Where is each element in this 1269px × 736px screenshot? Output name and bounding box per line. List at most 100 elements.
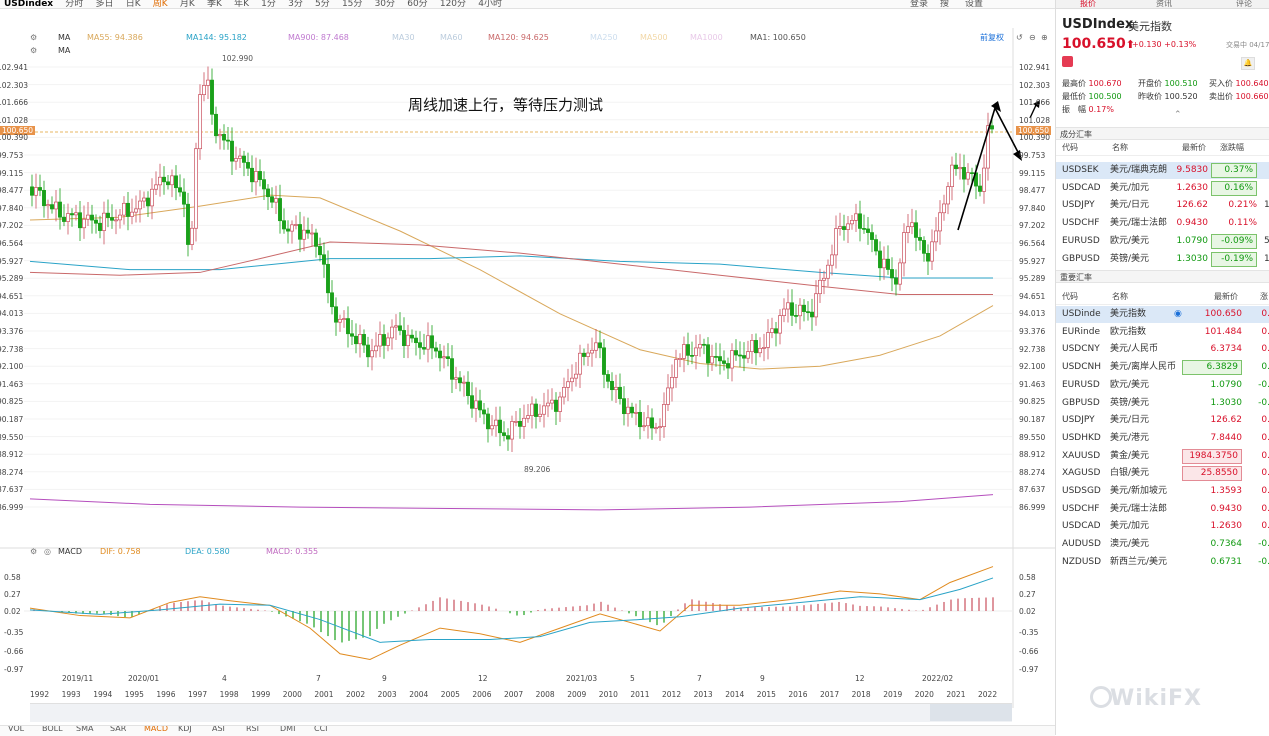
table-row[interactable]: USDCHF 美元/瑞士法郎 0.9430 0. (1056, 501, 1269, 518)
price-tick-left: 93.376 (0, 327, 24, 336)
table-row[interactable]: EURUSD 欧元/美元 1.0790-0.09% 5 (1056, 233, 1269, 250)
toolbar-period-120m[interactable]: 120分 (439, 0, 467, 9)
candle-body (46, 204, 50, 207)
toolbar-symbol[interactable]: USDindex (4, 0, 54, 9)
table-row[interactable]: XAGUSD 白银/美元 25.8550 0. (1056, 465, 1269, 482)
table-row[interactable]: USDCAD 美元/加元 1.2630 0. (1056, 518, 1269, 535)
price-tick-left: 99.115 (0, 168, 24, 178)
macd-label[interactable]: MACD (58, 547, 82, 556)
toolbar-period-1m[interactable]: 1分 (261, 0, 276, 9)
adjust-rights-button[interactable]: 前复权 (980, 33, 1004, 42)
indicator-tab-rsi[interactable]: RSI (246, 725, 259, 733)
table-row[interactable]: AUDUSD 澳元/美元 0.7364 -0. (1056, 536, 1269, 553)
eye-icon[interactable]: ◎ (44, 547, 51, 556)
toolbar-settings[interactable]: 设置 (965, 0, 984, 9)
toolbar-period-week[interactable]: 周K (152, 0, 168, 9)
tab-quote[interactable]: 报价 (1080, 0, 1096, 8)
indicator-tab-asi[interactable]: ASI (212, 725, 225, 733)
candle-body (226, 139, 230, 142)
candle-body (90, 214, 94, 221)
gear-icon[interactable]: ⚙ (30, 547, 38, 556)
table-row[interactable]: USDJPY 美元/日元 126.62 0.21% 1 (1056, 197, 1269, 214)
table-row[interactable]: USDCNY 美元/人民币 6.3734 0. (1056, 341, 1269, 358)
toolbar-period-5m[interactable]: 5分 (315, 0, 330, 9)
table-row[interactable]: USDCAD 美元/加元 1.2630 0.16% (1056, 180, 1269, 197)
indicator-tab-sma[interactable]: SMA (76, 725, 94, 733)
range-scrollbar-handle[interactable] (930, 704, 1012, 721)
date-label: 12 (478, 674, 488, 683)
table-row[interactable]: USDCHF 美元/瑞士法郎 0.9430 0.11% (1056, 215, 1269, 232)
gear-icon[interactable]: ⚙ (30, 33, 38, 42)
candle-body (738, 354, 742, 357)
eye-icon[interactable]: ◉ (1174, 309, 1182, 319)
table-row[interactable]: EURUSD 欧元/美元 1.0790 -0. (1056, 377, 1269, 394)
table-row[interactable]: GBPUSD 英镑/美元 1.3030-0.19% 1 (1056, 251, 1269, 268)
candle-body (42, 190, 46, 207)
table-row[interactable]: XAUUSD 黄金/美元 1984.3750 0. (1056, 448, 1269, 465)
col-change[interactable]: 涨 (1260, 292, 1268, 301)
tab-news[interactable]: 资讯 (1156, 0, 1172, 8)
toolbar-period-30m[interactable]: 30分 (374, 0, 396, 9)
toolbar-period-quarter[interactable]: 季K (206, 0, 222, 9)
price-tick-left: 92.100 (0, 362, 24, 372)
toolbar-period-day[interactable]: 日K (125, 0, 141, 9)
ma-label-2[interactable]: MA (58, 46, 71, 55)
candle-body (418, 342, 422, 348)
candle-body (138, 200, 142, 210)
tab-comments[interactable]: 评论 (1236, 0, 1252, 8)
toolbar-period-3m[interactable]: 3分 (288, 0, 303, 9)
table-row[interactable]: GBPUSD 英镑/美元 1.3030 -0. (1056, 395, 1269, 412)
toolbar-period-15m[interactable]: 15分 (341, 0, 363, 9)
chart-area[interactable]: ⚙ MA MA55: 94.386 MA144: 95.182 MA900: 8… (0, 8, 1055, 736)
candle-body (466, 381, 470, 397)
table-row[interactable]: USDJPY 美元/日元 126.62 0. (1056, 412, 1269, 429)
candlestick-chart[interactable] (0, 8, 1055, 735)
gear-icon[interactable]: ⚙ (30, 46, 38, 55)
indicator-tab-sar[interactable]: SAR (110, 725, 127, 733)
table-row[interactable]: NZDUSD 新西兰元/美元 0.6731 -0. (1056, 554, 1269, 571)
table-row[interactable]: USDCNH 美元/离岸人民币 6.3829 0. (1056, 359, 1269, 376)
indicator-tab-vol[interactable]: VOL (8, 725, 25, 733)
price-tick-right: 97.202 (1019, 221, 1046, 231)
chevron-up-icon[interactable]: ⌃ (1174, 110, 1182, 120)
indicator-tab-kdj[interactable]: KDJ (178, 725, 192, 733)
table-row[interactable]: USDSGD 美元/新加坡元 1.3593 0. (1056, 483, 1269, 500)
col-name[interactable]: 名称 (1112, 292, 1128, 301)
row-name: 美元/日元 (1110, 415, 1150, 426)
indicator-tab-cci[interactable]: CCI (314, 725, 328, 733)
reset-icon[interactable]: ↺ (1016, 33, 1023, 42)
indicator-tab-macd[interactable]: MACD (144, 725, 168, 733)
table-row[interactable]: USDinde 美元指数 100.650 0. ◉ (1056, 306, 1269, 323)
toolbar-period-month[interactable]: 月K (179, 0, 195, 9)
toolbar-period-60m[interactable]: 60分 (407, 0, 428, 9)
toolbar-period-year[interactable]: 年K (234, 0, 249, 9)
table-row[interactable]: USDSEK 美元/瑞典克朗 9.5830 0.37% (1056, 162, 1269, 179)
indicator-tab-dmi[interactable]: DMI (280, 725, 296, 733)
col-code[interactable]: 代码 (1062, 292, 1078, 301)
zoom-in-icon[interactable]: ⊕ (1041, 33, 1048, 42)
bell-icon[interactable]: 🔔 (1241, 57, 1255, 70)
indicator-tab-boll[interactable]: BOLL (42, 725, 63, 733)
chart-annotation: 周线加速上行，等待压力测试 (408, 96, 604, 114)
toolbar-period-timeshare[interactable]: 分时 (65, 0, 84, 9)
toolbar-period-4h[interactable]: 4小时 (478, 0, 502, 9)
date-label: 5 (630, 674, 635, 683)
ma-label[interactable]: MA (58, 33, 71, 42)
col-price[interactable]: 最新价 (1214, 292, 1238, 301)
peak-label: 102.990 (222, 54, 254, 63)
favorite-icon[interactable] (1062, 56, 1073, 67)
col-price[interactable]: 最新价 (1182, 143, 1206, 152)
col-code[interactable]: 代码 (1062, 143, 1078, 152)
toolbar-search[interactable]: 搜 (940, 0, 950, 9)
date-label: 12 (855, 674, 865, 683)
col-name[interactable]: 名称 (1112, 143, 1128, 152)
ma120-value: MA120: 94.625 (488, 33, 549, 42)
range-scrollbar[interactable] (30, 703, 1012, 722)
table-row[interactable]: USDHKD 美元/港元 7.8440 0. (1056, 430, 1269, 447)
col-change[interactable]: 涨跌幅 (1220, 143, 1244, 152)
table-row[interactable]: EURinde 欧元指数 101.484 0. (1056, 324, 1269, 341)
toolbar-login[interactable]: 登录 (910, 0, 929, 9)
toolbar-period-multiday[interactable]: 多日 (95, 0, 114, 9)
zoom-out-icon[interactable]: ⊖ (1029, 33, 1036, 42)
candle-body (978, 185, 982, 192)
